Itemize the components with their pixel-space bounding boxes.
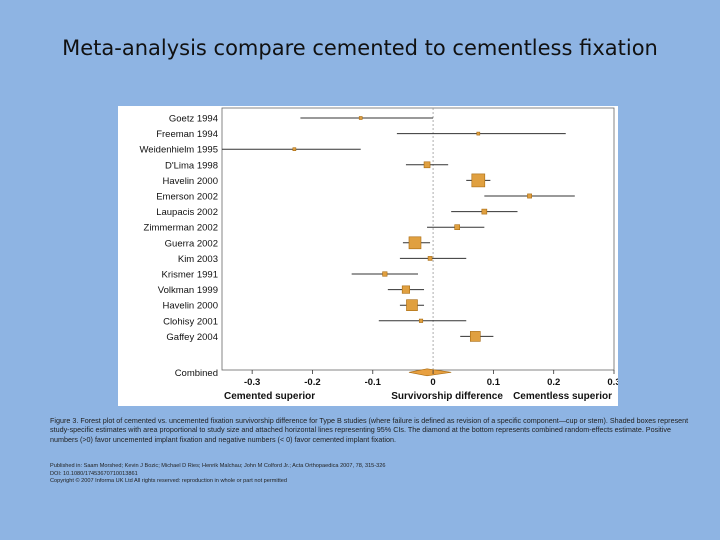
combined-diamond: [408, 368, 452, 377]
plot-frame: [221, 107, 615, 371]
left-direction-label: Cemented superior: [224, 391, 315, 402]
study-label: Goetz 1994: [169, 114, 218, 125]
study-estimate-box: [292, 147, 297, 152]
forest-plot-figure: Goetz 1994 Freeman 1994 Weidenhielm 1995 D'…: [118, 106, 621, 406]
study-label: Kim 2003: [178, 254, 218, 265]
x-tick-label: 0: [430, 377, 435, 388]
study-estimate-box: [481, 208, 488, 215]
combined-label: Combined: [175, 368, 218, 379]
study-label: Zimmerman 2002: [144, 223, 218, 234]
study-label: Krismer 1991: [162, 270, 219, 281]
credits-copyright: Copyright © 2007 Informa UK Ltd All righ…: [50, 478, 288, 485]
publication-credits: Published in: Saam Morshed; Kevin J Bozi…: [50, 463, 690, 486]
study-label: Gaffey 2004: [166, 332, 218, 343]
x-tick-label: 0.3: [607, 377, 618, 388]
study-estimate-box: [401, 285, 410, 294]
study-label: Weidenhielm 1995: [139, 145, 218, 156]
study-estimate-box: [527, 193, 532, 199]
slide-title: Meta-analysis compare cemented to cement…: [62, 36, 658, 60]
study-estimate-box: [454, 224, 461, 230]
study-estimate-box: [408, 236, 422, 250]
study-label: Havelin 2000: [163, 301, 218, 312]
study-label: Laupacis 2002: [156, 207, 218, 218]
x-tick-label: -0.2: [304, 377, 320, 388]
figure-caption: Figure 3. Forest plot of cemented vs. un…: [50, 416, 689, 444]
x-tick-label: -0.1: [365, 377, 382, 388]
study-label: D'Lima 1998: [165, 160, 218, 171]
study-estimate-box: [476, 131, 481, 136]
study-label: Clohisy 2001: [163, 316, 218, 327]
study-estimate-box: [358, 116, 363, 120]
study-label: Volkman 1999: [158, 285, 218, 296]
x-axis-label: Survivorship difference: [391, 391, 503, 402]
study-label: Emerson 2002: [156, 192, 218, 203]
credits-citation: Published in: Saam Morshed; Kevin J Bozi…: [50, 463, 386, 469]
x-tick-label: 0.2: [547, 377, 560, 388]
x-tick-label: 0.1: [487, 377, 501, 388]
credits-doi: DOI: 10.1080/17453670710013861: [50, 470, 138, 477]
study-label: Freeman 1994: [156, 129, 218, 140]
right-direction-label: Cementless superior: [513, 391, 612, 402]
x-tick-label: -0.3: [244, 377, 260, 388]
study-estimate-box: [382, 271, 388, 277]
study-estimate-box: [427, 256, 433, 261]
study-estimate-box: [406, 299, 418, 311]
study-estimate-box: [423, 161, 431, 169]
study-label: Guerra 2002: [165, 238, 218, 249]
study-estimate-box: [469, 331, 481, 342]
forest-plot-svg: Goetz 1994 Freeman 1994 Weidenhielm 1995 D'…: [139, 107, 621, 402]
study-label: Havelin 2000: [163, 176, 218, 187]
study-estimate-box: [418, 318, 424, 323]
study-estimate-box: [471, 173, 486, 188]
